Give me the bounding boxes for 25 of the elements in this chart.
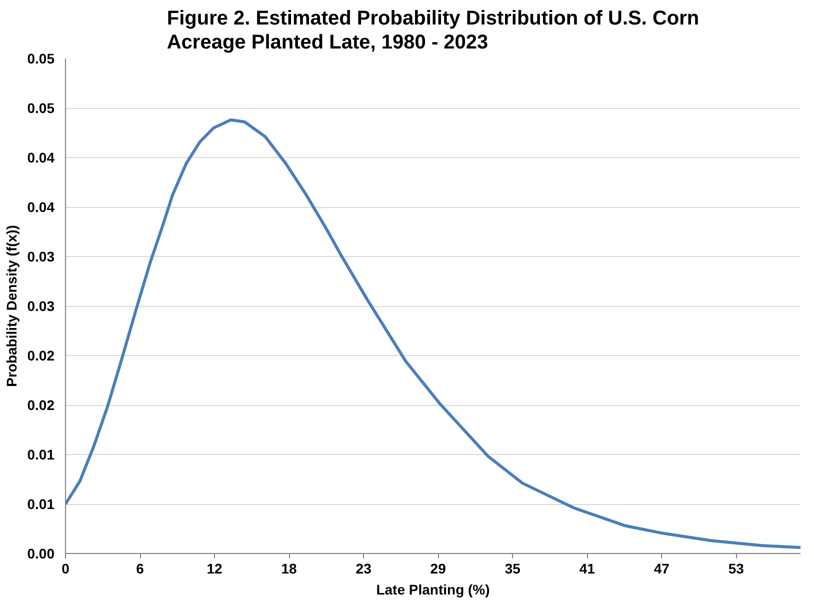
x-tick-label: 29 xyxy=(430,560,446,576)
y-tick-label: 0.01 xyxy=(27,446,55,462)
x-tick-label: 41 xyxy=(579,560,596,576)
y-tick-label: 0.02 xyxy=(27,397,55,413)
x-tick-label: 47 xyxy=(654,560,670,576)
y-tick-label: 0.01 xyxy=(27,496,55,512)
y-tick-label: 0.03 xyxy=(27,298,55,314)
chart-title: Figure 2. Estimated Probability Distribution of U.S. Corn Acreage Planted Late, 1980 - 2023 xyxy=(166,7,700,54)
x-tick-label: 18 xyxy=(281,560,298,576)
y-tick-label: 0.00 xyxy=(27,546,55,562)
line-series xyxy=(66,118,800,550)
x-axis-title: Late Planting (%) xyxy=(376,582,490,598)
y-tick-label: 0.02 xyxy=(27,348,55,364)
x-tick-label: 35 xyxy=(504,560,521,576)
x-tick-label: 6 xyxy=(136,560,144,576)
y-tick-label: 0.05 xyxy=(27,100,55,116)
x-tick-label: 12 xyxy=(206,560,223,576)
y-tick-label: 0.04 xyxy=(27,150,55,166)
x-tick-label: 53 xyxy=(728,560,744,576)
y-axis-title: Probability Density (f(x)) xyxy=(3,225,20,387)
x-tick-label: 23 xyxy=(356,560,372,576)
y-tick-label: 0.05 xyxy=(27,50,55,66)
y-tick-label: 0.03 xyxy=(27,248,55,264)
x-tick-label: 0 xyxy=(62,560,70,576)
y-tick-label: 0.04 xyxy=(27,199,55,215)
